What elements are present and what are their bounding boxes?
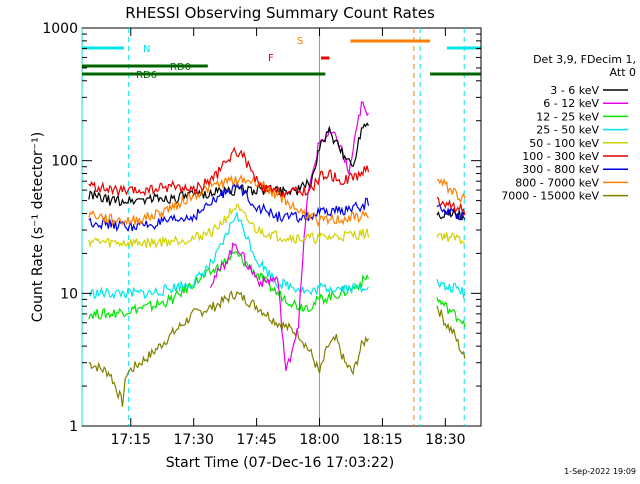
series-line-0 bbox=[88, 290, 370, 407]
legend-entry-label-0: 3 - 6 keV bbox=[550, 84, 599, 97]
y-tick-label: 10 bbox=[60, 286, 78, 302]
x-tick-label: 17:45 bbox=[236, 432, 276, 448]
legend-entry-label-1: 6 - 12 keV bbox=[543, 97, 599, 110]
x-tick-label: 17:30 bbox=[174, 432, 214, 448]
x-tick-label: 18:00 bbox=[299, 432, 339, 448]
status-label-f: F bbox=[268, 53, 274, 64]
legend-entry-label-4: 50 - 100 keV bbox=[529, 137, 599, 150]
series-line-2 bbox=[436, 278, 466, 300]
legend-entry-label-3: 25 - 50 keV bbox=[536, 124, 599, 137]
x-tick-label: 17:15 bbox=[111, 432, 151, 448]
x-tick-label: 18:30 bbox=[425, 432, 465, 448]
series-line-5 bbox=[88, 122, 370, 207]
series-line-4 bbox=[88, 203, 370, 249]
plot-frame bbox=[81, 27, 482, 427]
series-line-8 bbox=[436, 196, 466, 216]
y-axis-label: Count Rate (s⁻¹ detector⁻¹) bbox=[30, 132, 46, 322]
status-label-s: S bbox=[297, 36, 303, 47]
legend-entry-label-2: 12 - 25 keV bbox=[536, 110, 599, 123]
series-line-1 bbox=[436, 297, 466, 328]
series-line-6 bbox=[88, 181, 370, 233]
series-line-4 bbox=[436, 232, 466, 245]
legend-header-line-0: Det 3,9, FDecim 1, bbox=[533, 53, 636, 66]
series-line-7 bbox=[436, 177, 466, 204]
series-line-1 bbox=[88, 250, 370, 320]
y-tick-label: 1000 bbox=[42, 21, 78, 37]
status-label-rd0: RD0 bbox=[170, 62, 191, 73]
x-tick-label: 18:15 bbox=[362, 432, 402, 448]
legend-entry-label-6: 300 - 800 keV bbox=[522, 163, 599, 176]
footer-date: 1-Sep-2022 19:09 bbox=[564, 467, 636, 476]
legend-entry-label-7: 800 - 7000 keV bbox=[515, 176, 599, 189]
status-label-rd6: RD6 bbox=[136, 70, 157, 81]
y-tick-label: 100 bbox=[51, 154, 78, 170]
chart-title: RHESSI Observing Summary Count Rates bbox=[125, 4, 435, 22]
series-line-0 bbox=[436, 305, 466, 359]
legend-entry-label-5: 100 - 300 keV bbox=[522, 150, 599, 163]
series-line-8 bbox=[88, 146, 370, 199]
series-line-5 bbox=[436, 207, 466, 221]
series-line-2 bbox=[88, 210, 369, 300]
status-label-n: N bbox=[143, 44, 150, 55]
series-line-7 bbox=[88, 173, 370, 228]
legend-entry-label-8: 7000 - 15000 keV bbox=[501, 190, 599, 203]
x-axis-label: Start Time (07-Dec-16 17:03:22) bbox=[166, 455, 394, 471]
y-tick-label: 1 bbox=[69, 419, 78, 435]
legend-header-line-1: Att 0 bbox=[610, 66, 636, 79]
